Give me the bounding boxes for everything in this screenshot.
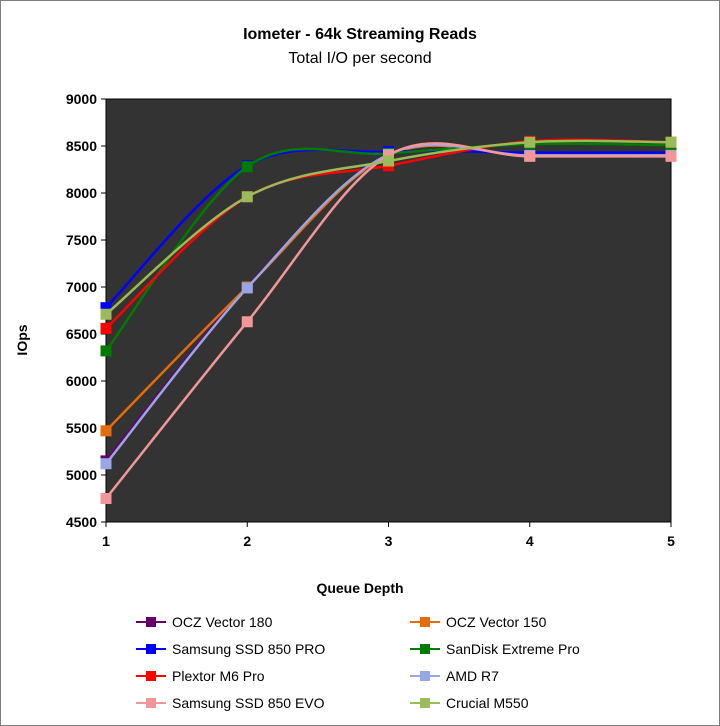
series-line-sandisk-extreme-pro [105,142,672,352]
data-point-amd-r7 [100,458,112,470]
series-line-samsung-ssd-850-pro [105,148,672,309]
legend-item-samsung-ssd-850-pro: Samsung SSD 850 PRO [136,639,325,659]
data-point-plextor-m6-pro [100,322,112,334]
legend-swatch [136,697,166,709]
series-line-crucial-m550 [105,139,672,316]
y-tick-label: 7500 [66,232,97,248]
legend-marker [146,671,156,681]
legend-marker [146,644,156,654]
legend-swatch [410,697,440,709]
legend-label: SanDisk Extreme Pro [446,641,580,657]
data-point-amd-r7 [241,282,253,294]
legend-swatch [410,643,440,655]
data-point-sandisk-extreme-pro [241,161,253,173]
legend-label: Samsung SSD 850 PRO [172,641,326,657]
legend-marker [420,617,430,627]
legend-swatch [136,643,166,655]
y-tick-label: 7000 [66,279,97,295]
y-tick-label: 5000 [66,467,97,483]
data-point-crucial-m550 [524,136,536,148]
legend-marker [420,671,430,681]
series-line-samsung-ssd-850-evo [105,142,672,500]
y-tick-label: 8000 [66,185,97,201]
data-point-crucial-m550 [100,308,112,320]
chart-title: Iometer - 64k Streaming Reads [243,26,477,43]
y-tick-label: 5500 [66,420,97,436]
x-tick-label: 2 [243,533,251,549]
data-point-samsung-ssd-850-evo [665,150,677,162]
legend-label: Samsung SSD 850 EVO [172,695,325,711]
legend-label: OCZ Vector 180 [172,614,273,630]
data-point-samsung-ssd-850-evo [524,150,536,162]
data-point-sandisk-extreme-pro [100,345,112,357]
legend-item-amd-r7: AMD R7 [410,666,499,686]
data-point-crucial-m550 [665,136,677,148]
legend-marker [146,617,156,627]
legend-swatch [410,616,440,628]
data-point-samsung-ssd-850-evo [241,316,253,328]
x-tick-label: 3 [385,533,393,549]
legend-item-sandisk-extreme-pro: SanDisk Extreme Pro [410,639,580,659]
legend-label: AMD R7 [446,668,499,684]
legend-swatch [410,670,440,682]
data-point-samsung-ssd-850-evo [383,149,394,161]
y-tick-label: 4500 [66,514,97,530]
legend-item-ocz-vector-150: OCZ Vector 150 [410,612,546,632]
legend-marker [146,698,156,708]
chart-legend: OCZ Vector 180 OCZ Vector 150 Samsung SSD … [130,612,650,720]
x-tick-label: 1 [102,533,110,549]
x-axis-label: Queue Depth [316,580,404,596]
x-tick-label: 5 [667,533,675,549]
y-tick-label: 6000 [66,373,97,389]
legend-marker [420,644,430,654]
y-tick-label: 6500 [66,326,97,342]
legend-swatch [136,670,166,682]
chart-subtitle: Total I/O per second [288,50,432,67]
legend-swatch [136,616,166,628]
data-point-crucial-m550 [241,191,253,203]
legend-item-plextor-m6-pro: Plextor M6 Pro [136,666,265,686]
x-tick-label: 4 [526,533,534,549]
legend-item-samsung-ssd-850-evo: Samsung SSD 850 EVO [136,693,325,713]
data-point-samsung-ssd-850-evo [100,493,112,504]
data-point-ocz-vector-150 [100,425,112,437]
legend-marker [420,698,430,708]
y-tick-label: 9000 [66,91,97,107]
data-point-samsung-ssd-850-pro [100,302,112,314]
legend-label: Plextor M6 Pro [172,668,265,684]
data-point-crucial-m550 [383,155,394,167]
legend-label: OCZ Vector 150 [446,614,547,630]
y-tick-label: 8500 [66,138,97,154]
legend-item-crucial-m550: Crucial M550 [410,693,528,713]
legend-label: Crucial M550 [446,695,529,711]
legend-item-ocz-vector-180: OCZ Vector 180 [136,612,272,632]
